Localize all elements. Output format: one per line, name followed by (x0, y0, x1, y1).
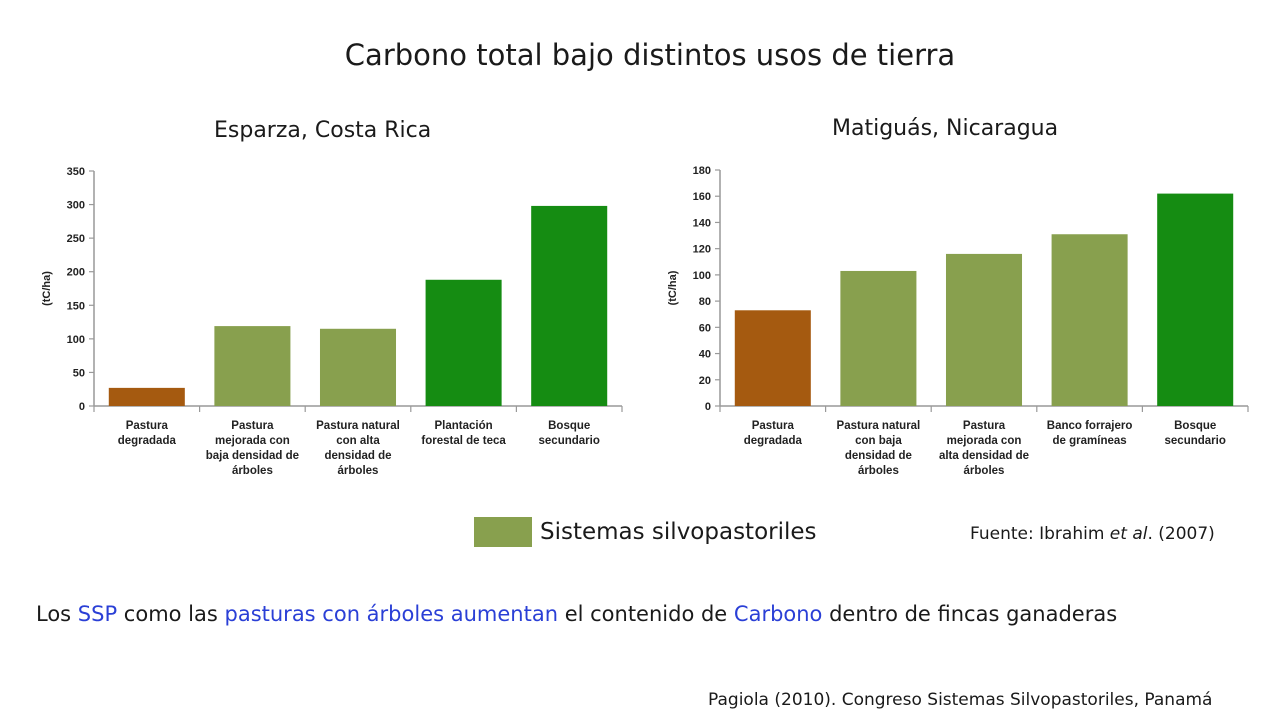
y-tick-label: 180 (693, 165, 711, 177)
legend-swatch-silvopastoril (474, 517, 532, 547)
x-category-label-line: secundario (539, 435, 600, 447)
y-tick-label: 200 (67, 267, 85, 279)
statement-highlight: Carbono (733, 602, 823, 626)
x-category-label: Banco forrajero de gramíneas (1047, 420, 1133, 447)
y-tick-label: 40 (699, 349, 711, 361)
source-note: Fuente: Ibrahim et al. (2007) (970, 524, 1215, 544)
y-tick-label: 0 (705, 401, 711, 413)
x-category-label-line: degradada (744, 435, 803, 447)
x-category-label: Pastura degradada (744, 420, 803, 447)
y-tick-label: 120 (693, 244, 711, 256)
y-tick-label: 0 (79, 401, 85, 413)
bar (1051, 234, 1128, 406)
source-prefix: Fuente: Ibrahim (970, 524, 1110, 544)
y-tick-label: 50 (73, 367, 85, 379)
statement-highlight: pasturas con árboles aumentan (224, 602, 559, 626)
x-category-label-line: alta densidad de (939, 450, 1029, 462)
statement-part: Los (36, 602, 78, 626)
bar (425, 279, 502, 406)
legend-label: Sistemas silvopastoriles (540, 519, 817, 545)
x-category-label: Bosque secundario (1165, 420, 1226, 447)
x-category-label-line: Pastura (752, 420, 795, 432)
x-category-label: Plantación forestal de teca (421, 420, 506, 447)
x-category-label-line: secundario (1165, 435, 1226, 447)
x-category-label-line: densidad de (324, 450, 391, 462)
y-tick-label: 60 (699, 322, 711, 334)
y-tick-label: 20 (699, 375, 711, 387)
y-tick-label: 250 (67, 233, 85, 245)
y-tick-label: 160 (693, 191, 711, 203)
x-category-label-line: árboles (338, 465, 379, 477)
bar (319, 328, 397, 406)
bar (945, 253, 1023, 406)
x-category-label: Bosque secundario (539, 420, 600, 447)
x-category-label-line: Bosque (548, 420, 590, 432)
y-tick-label: 350 (67, 166, 85, 178)
x-category-label: Pastura natural con baja densidad de árbole… (837, 420, 921, 477)
bar (734, 310, 811, 406)
x-category-label-line: densidad de (845, 450, 912, 462)
bar (214, 326, 291, 406)
x-category-label-line: baja densidad de (206, 450, 299, 462)
source-suffix: . (2007) (1147, 524, 1215, 544)
x-category-label-line: árboles (232, 465, 273, 477)
y-tick-label: 150 (67, 300, 85, 312)
statement-part: el contenido de (558, 602, 734, 626)
statement-highlight: SSP (77, 602, 118, 626)
y-axis-label: (tC/ha) (667, 270, 679, 305)
y-tick-label: 100 (693, 270, 711, 282)
x-category-label-line: de gramíneas (1053, 435, 1127, 447)
x-category-label-line: Pastura natural (316, 420, 400, 432)
y-axis-label: (tC/ha) (41, 271, 53, 306)
x-category-label-line: Banco forrajero (1047, 420, 1133, 432)
bar (1157, 193, 1234, 406)
x-category-label-line: Pastura (126, 420, 169, 432)
x-category-label-line: Bosque (1174, 420, 1216, 432)
x-category-label-line: Pastura (231, 420, 274, 432)
slide-title: Carbono total bajo distintos usos de tie… (344, 38, 956, 72)
x-category-label-line: con baja (855, 435, 902, 447)
source-italic: et al (1109, 524, 1148, 544)
x-category-label-line: con alta (336, 435, 380, 447)
x-category-label-line: mejorada con (215, 435, 290, 447)
bar (108, 387, 185, 406)
bar (840, 270, 917, 406)
chart-title-esparza: Esparza, Costa Rica (214, 118, 432, 143)
x-category-label: Pastura mejorada con baja densidad de árbol… (206, 420, 299, 477)
x-category-label-line: forestal de teca (421, 435, 506, 447)
x-category-label: Pastura natural con alta densidad de árbole… (316, 420, 400, 477)
statement-part: como las (117, 602, 225, 626)
chart-title-matiguas: Matiguás, Nicaragua (832, 116, 1059, 141)
x-category-label-line: árboles (964, 465, 1005, 477)
y-tick-label: 80 (699, 296, 711, 308)
x-category-label: Pastura degradada (118, 420, 177, 447)
x-category-label-line: degradada (118, 435, 177, 447)
x-category-label-line: árboles (858, 465, 899, 477)
x-category-label: Pastura mejorada con alta densidad de árbol… (939, 420, 1029, 477)
x-category-label-line: mejorada con (947, 435, 1022, 447)
y-tick-label: 100 (67, 334, 85, 346)
bar (531, 205, 608, 406)
x-category-label-line: Pastura (963, 420, 1006, 432)
statement-part: dentro de fincas ganaderas (822, 602, 1118, 626)
citation: Pagiola (2010). Congreso Sistemas Silvop… (708, 690, 1213, 710)
x-category-label-line: Plantación (435, 420, 493, 432)
y-tick-label: 140 (693, 217, 711, 229)
x-category-label-line: Pastura natural (837, 420, 921, 432)
conclusion-statement: Los SSP como las pasturas con árboles au… (36, 602, 1117, 626)
y-tick-label: 300 (67, 200, 85, 212)
